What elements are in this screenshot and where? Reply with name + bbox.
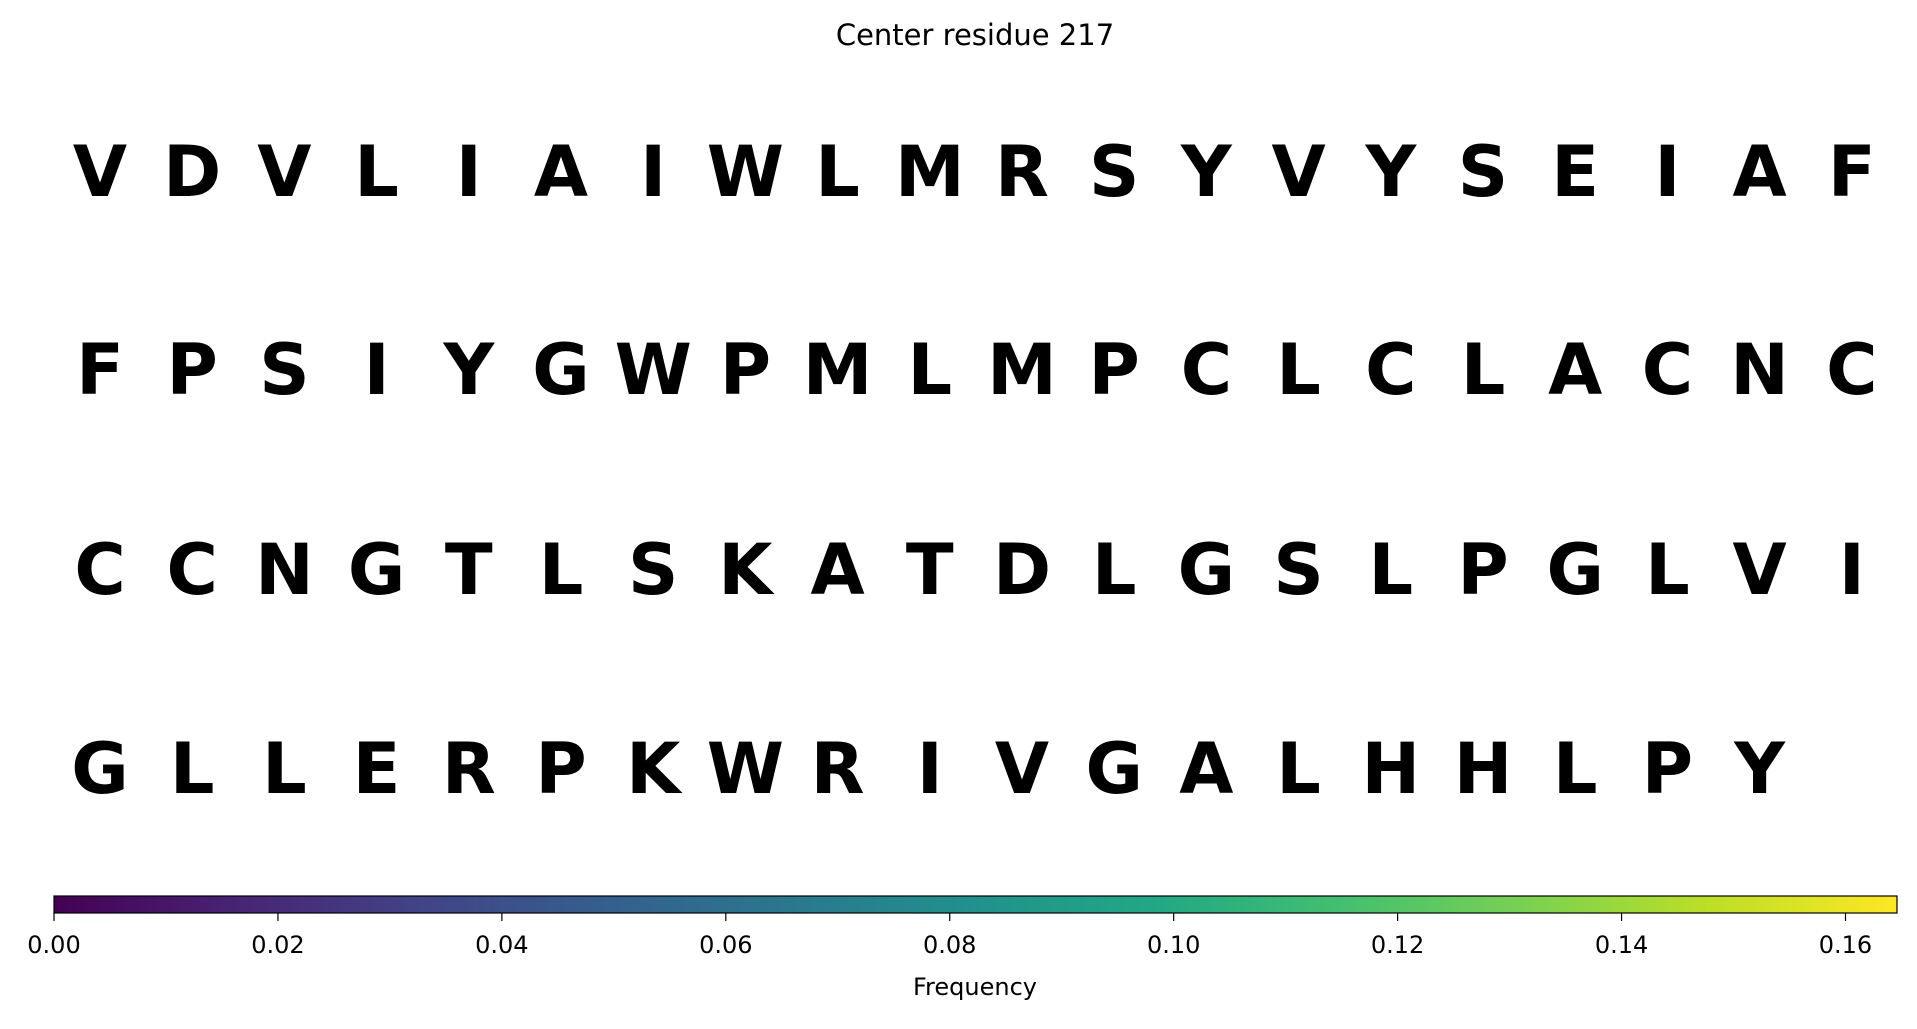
residue-letter: P [1457,529,1508,611]
residue-letter: A [1548,329,1602,411]
residue-letter: L [1276,728,1321,810]
residue-letter: L [1368,529,1413,611]
residue-letter: E [1551,131,1599,213]
residue-letter: I [1654,131,1680,213]
residue-letter: V [1272,131,1326,213]
residue-letter: L [539,529,584,611]
residue-letter: A [1733,131,1787,213]
residue-letter: G [1085,728,1142,810]
colorbar-tick-label: 0.02 [251,931,304,959]
residue-letter: K [626,728,683,810]
residue-letter: Y [1364,131,1417,213]
residue-letter: G [1546,529,1603,611]
residue-letter: C [1642,329,1693,411]
residue-letter: Y [1733,728,1786,810]
residue-letter: M [803,329,873,411]
colorbar-tick-label: 0.08 [923,931,976,959]
residue-letter: M [895,131,965,213]
residue-letter: C [1826,329,1877,411]
residue-letter: K [718,529,775,611]
residue-letter: L [907,329,952,411]
residue-letter: L [1461,329,1506,411]
residue-letter: S [1273,529,1323,611]
residue-letter: P [1642,728,1693,810]
residue-letter: H [1454,728,1513,810]
residue-letter: D [163,131,221,213]
residue-letter: E [353,728,401,810]
residue-letter: P [167,329,218,411]
colorbar-label: Frequency [913,973,1037,1001]
residue-letter: G [1178,529,1235,611]
colorbar-tick-label: 0.12 [1371,931,1424,959]
residue-letter: L [815,131,860,213]
residue-letter: R [442,728,496,810]
residue-letter: G [348,529,405,611]
residue-letter: I [1839,529,1865,611]
residue-letter: L [170,728,215,810]
colorbar-tick-label: 0.10 [1147,931,1200,959]
residue-letter: P [1089,329,1140,411]
residue-letter: L [1553,728,1598,810]
residue-letter: S [628,529,678,611]
residue-letter: Y [442,329,495,411]
residue-letter: W [707,728,784,810]
residue-letter: L [1092,529,1137,611]
residue-letter: L [262,728,307,810]
residue-letter: G [71,728,128,810]
residue-letter: A [534,131,588,213]
residue-letter: T [445,529,493,611]
residue-letter: I [364,329,390,411]
residue-letter: H [1362,728,1421,810]
residue-letter: F [76,329,124,411]
residue-letter: A [1179,728,1233,810]
residue-letter: F [1828,131,1876,213]
residue-letter: S [1458,131,1508,213]
residue-letter: R [995,131,1049,213]
colorbar-tick-label: 0.04 [475,931,528,959]
residue-letter: V [1733,529,1787,611]
colorbar-tick-label: 0.00 [27,931,80,959]
residue-letter: L [1276,329,1321,411]
chart-title: Center residue 217 [836,18,1114,52]
residue-letter: I [917,728,943,810]
residue-letter: C [74,529,125,611]
residue-letter: S [259,329,309,411]
residue-letter: I [640,131,666,213]
colorbar-tick-label: 0.14 [1595,931,1648,959]
residue-letter: G [532,329,589,411]
residue-letter: S [1089,131,1139,213]
residue-letter: I [456,131,482,213]
residue-letter: A [811,529,865,611]
residue-letter: W [615,329,692,411]
colorbar-tick-label: 0.06 [699,931,752,959]
residue-letter: C [167,529,218,611]
residue-letter: P [720,329,771,411]
residue-letter: C [1181,329,1232,411]
residue-letter: V [73,131,127,213]
residue-letter: N [255,529,314,611]
residue-letter: D [993,529,1051,611]
residue-letter: L [354,131,399,213]
residue-letter: P [535,728,586,810]
residue-letter: R [811,728,865,810]
colorbar [53,895,1898,914]
residue-letter: W [707,131,784,213]
residue-letter: Y [1180,131,1233,213]
residue-letter: N [1730,329,1789,411]
colorbar-tick-label: 0.16 [1819,931,1872,959]
residue-letter: L [1645,529,1690,611]
residue-letter: M [987,329,1057,411]
residue-letter: V [995,728,1049,810]
residue-letter: V [257,131,311,213]
residue-letter: T [906,529,954,611]
residue-letter: C [1365,329,1416,411]
